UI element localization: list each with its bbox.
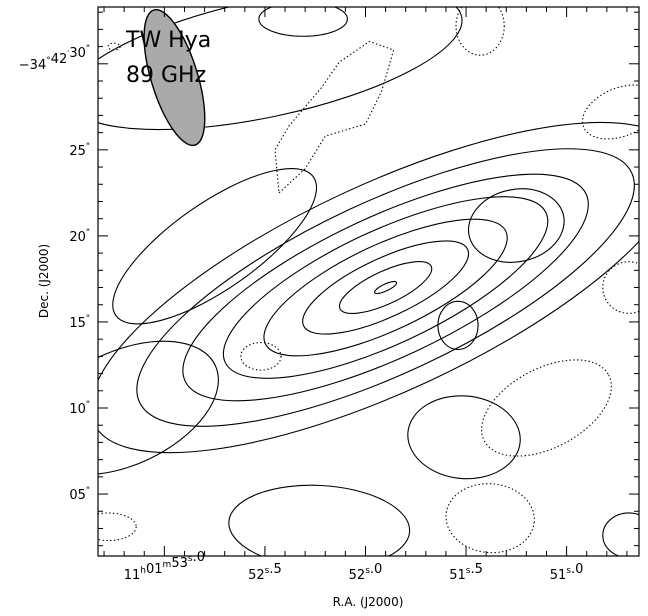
contour-dotted-20	[481, 359, 612, 457]
x-tick-label-3: 51s.5	[449, 562, 483, 583]
contour-solid-11	[258, 7, 348, 37]
beam-ellipse	[143, 9, 206, 147]
contour-dotted-22	[581, 84, 639, 140]
contour-dotted-poly-0	[274, 40, 395, 194]
y-tick-label-1: 10"	[69, 400, 90, 417]
contour-solid-9	[112, 167, 318, 325]
contours	[98, 7, 639, 556]
contour-solid-13	[407, 395, 521, 480]
x-tick-label-0: 11h01m53s.0	[124, 550, 205, 583]
contour-solid-15	[467, 188, 565, 263]
x-tick-label-1: 52s.5	[248, 562, 282, 583]
contour-dotted-19	[445, 483, 535, 554]
beam-layer	[143, 9, 206, 147]
contour-solid-14	[437, 300, 479, 351]
contour-solid-0	[98, 121, 639, 454]
contour-solid-1	[136, 148, 635, 427]
contour-solid-3	[222, 196, 549, 379]
contour-solid-2	[182, 173, 589, 402]
contour-solid-16	[602, 512, 639, 556]
contour-dotted-21	[602, 261, 639, 314]
contour-solid-7	[374, 280, 398, 295]
annotation-source-name: TW Hya	[125, 28, 211, 53]
contour-dotted-23	[455, 7, 505, 56]
y-tick-label-0: 05"	[69, 486, 90, 503]
contour-solid-5	[302, 240, 470, 335]
y-tick-label-4: 25"	[69, 142, 90, 159]
contour-dotted-24	[107, 42, 121, 51]
annotation-frequency: 89 GHz	[126, 63, 206, 88]
contour-solid-10	[98, 7, 463, 131]
y-tick-label-3: 20"	[69, 228, 90, 245]
ticks	[98, 7, 639, 556]
contour-solid-6	[338, 261, 433, 314]
y-tick-label-5: −34°42′30"	[19, 44, 90, 73]
x-tick-label-4: 51s.0	[550, 562, 584, 583]
plot-frame	[97, 6, 640, 557]
x-tick-label-2: 52s.0	[349, 562, 383, 583]
tick-labels: 11h01m53s.0 52s.5 52s.0 51s.5 51s.0 05" 10" 15"…	[19, 44, 584, 583]
contour-dotted-18	[240, 342, 282, 371]
y-tick-label-2: 15"	[69, 314, 90, 331]
contour-solid-12	[228, 484, 411, 556]
y-axis-label: Dec. (J2000)	[37, 244, 51, 318]
x-axis-label: R.A. (J2000)	[333, 595, 404, 609]
contour-solid-4	[263, 218, 508, 357]
contour-dotted-17	[98, 512, 137, 542]
